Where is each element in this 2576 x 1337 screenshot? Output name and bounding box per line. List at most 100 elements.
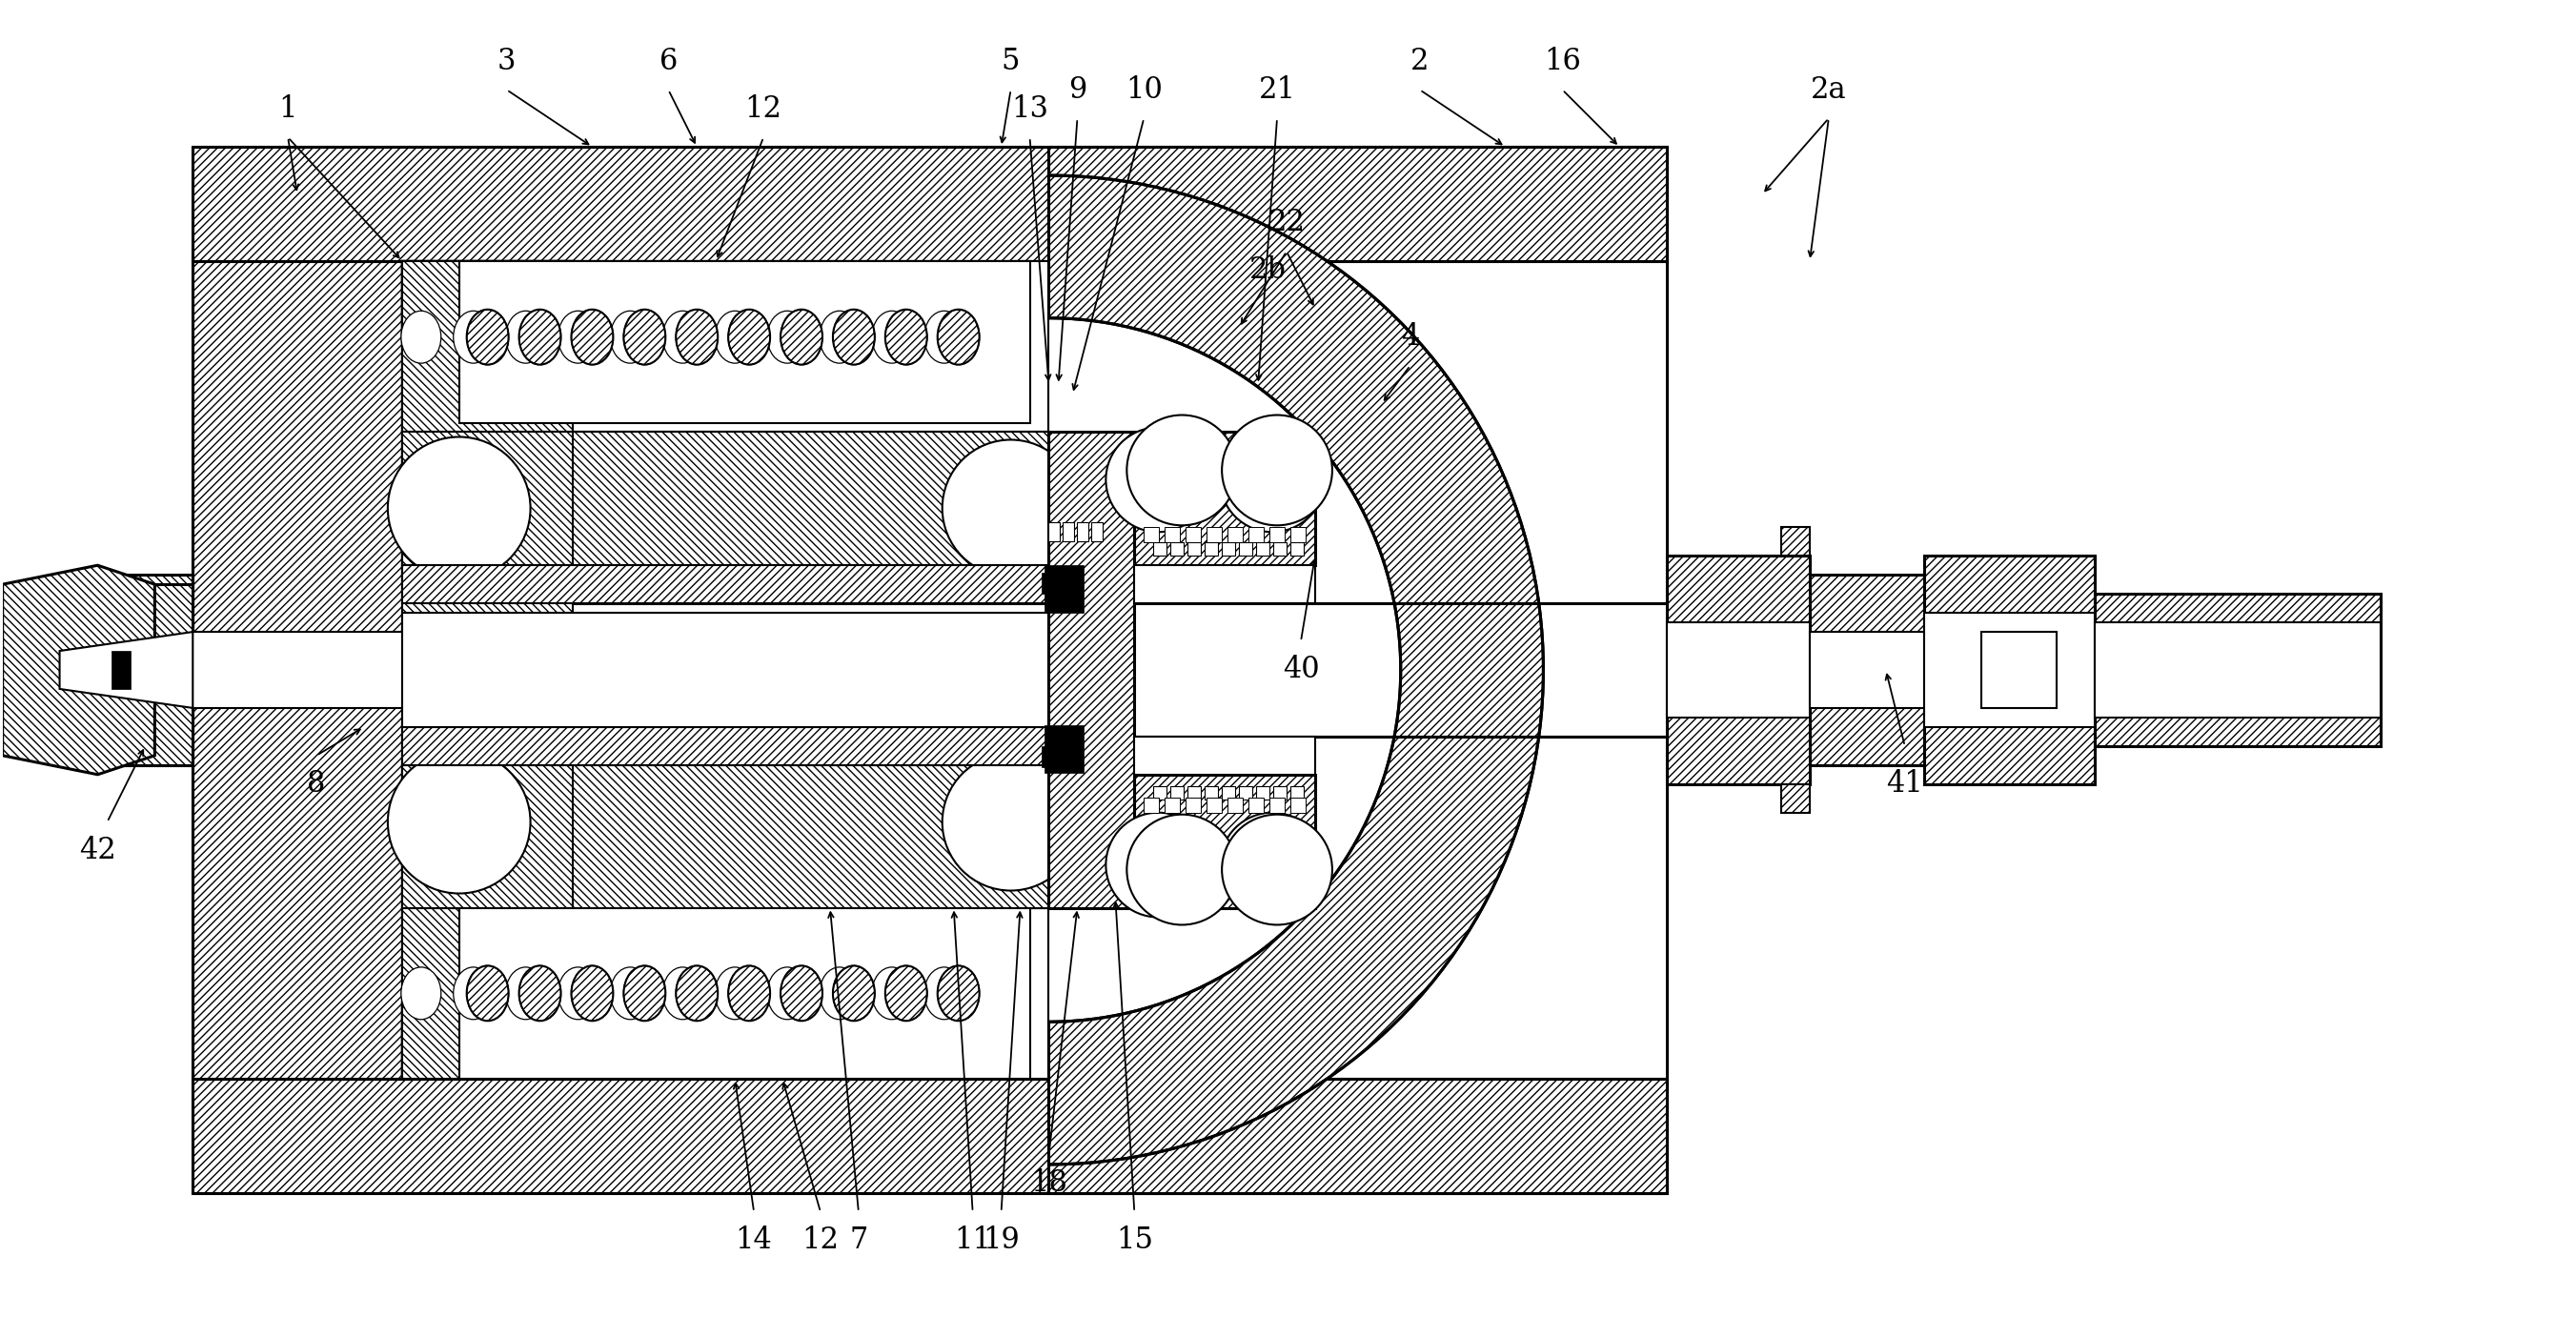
Polygon shape — [1048, 1079, 1667, 1193]
Text: 42: 42 — [80, 836, 116, 865]
Ellipse shape — [559, 967, 598, 1019]
Ellipse shape — [886, 309, 927, 365]
Bar — [193, 147, 1667, 261]
Bar — [1780, 783, 1811, 813]
Polygon shape — [3, 566, 155, 774]
Polygon shape — [1048, 175, 1543, 1165]
Bar — [1273, 543, 1285, 556]
Polygon shape — [402, 261, 574, 432]
Bar — [1273, 786, 1285, 800]
Polygon shape — [402, 908, 1048, 1079]
Bar — [1291, 543, 1303, 556]
Circle shape — [389, 437, 531, 579]
Polygon shape — [402, 737, 1048, 908]
Polygon shape — [2094, 622, 2380, 718]
Ellipse shape — [675, 309, 719, 365]
Polygon shape — [459, 261, 1030, 422]
Circle shape — [943, 440, 1079, 576]
Text: 16: 16 — [1543, 47, 1582, 76]
Bar — [1154, 543, 1167, 556]
Bar — [402, 261, 1048, 432]
Polygon shape — [1667, 622, 1811, 718]
Polygon shape — [402, 727, 1048, 765]
Polygon shape — [1048, 432, 1133, 908]
Bar — [1270, 797, 1285, 813]
Polygon shape — [402, 765, 1048, 908]
Ellipse shape — [466, 965, 507, 1021]
Ellipse shape — [729, 965, 770, 1021]
Bar — [1249, 797, 1265, 813]
Bar — [1780, 527, 1811, 556]
Ellipse shape — [623, 965, 665, 1021]
Ellipse shape — [572, 309, 613, 365]
Ellipse shape — [886, 965, 927, 1021]
Polygon shape — [1133, 432, 1316, 566]
Bar — [1257, 786, 1270, 800]
Bar — [1041, 746, 1064, 767]
Bar — [1291, 797, 1306, 813]
Text: 6: 6 — [659, 47, 677, 76]
Bar — [1092, 523, 1103, 541]
Polygon shape — [1981, 632, 2058, 709]
Bar — [402, 908, 1048, 1079]
Bar — [1270, 527, 1285, 543]
Ellipse shape — [768, 312, 806, 364]
Text: 2: 2 — [1412, 47, 1430, 76]
Bar — [1144, 797, 1159, 813]
Bar — [1291, 786, 1303, 800]
Polygon shape — [1133, 566, 1316, 603]
Bar — [1229, 797, 1242, 813]
Text: 13: 13 — [1012, 94, 1048, 123]
Bar — [1041, 574, 1064, 594]
Ellipse shape — [466, 309, 507, 365]
Bar — [1206, 797, 1221, 813]
Bar — [1048, 523, 1061, 541]
Text: 40: 40 — [1283, 655, 1319, 685]
Text: 18: 18 — [1030, 1169, 1066, 1198]
Polygon shape — [402, 432, 1048, 603]
Bar — [1221, 543, 1236, 556]
Ellipse shape — [675, 965, 719, 1021]
Circle shape — [1221, 814, 1332, 925]
Text: 2a: 2a — [1811, 75, 1847, 104]
Bar — [1164, 527, 1180, 543]
Ellipse shape — [518, 309, 562, 365]
Text: 21: 21 — [1260, 75, 1296, 104]
Text: 3: 3 — [497, 47, 515, 76]
Polygon shape — [402, 261, 574, 642]
Polygon shape — [1924, 612, 2094, 727]
Circle shape — [1105, 813, 1211, 917]
Polygon shape — [402, 432, 574, 566]
Text: 12: 12 — [801, 1226, 840, 1255]
Bar — [1257, 543, 1270, 556]
Polygon shape — [193, 632, 402, 709]
Ellipse shape — [572, 965, 613, 1021]
Text: 7: 7 — [850, 1226, 868, 1255]
Polygon shape — [402, 651, 574, 689]
Ellipse shape — [925, 967, 963, 1019]
Circle shape — [1221, 428, 1324, 532]
Text: 19: 19 — [984, 1226, 1020, 1255]
Bar — [111, 651, 131, 689]
Ellipse shape — [623, 309, 665, 365]
Ellipse shape — [819, 312, 860, 364]
Bar — [1206, 527, 1221, 543]
Polygon shape — [402, 261, 574, 337]
Text: 11: 11 — [953, 1226, 992, 1255]
Circle shape — [1126, 414, 1236, 525]
Ellipse shape — [819, 967, 860, 1019]
Polygon shape — [402, 566, 1048, 603]
Polygon shape — [402, 765, 574, 908]
Text: 41: 41 — [1886, 769, 1924, 798]
Bar — [1154, 786, 1167, 800]
Text: 10: 10 — [1126, 75, 1162, 104]
Polygon shape — [402, 261, 1048, 432]
Bar — [1291, 527, 1306, 543]
Text: 2b: 2b — [1249, 255, 1285, 285]
Ellipse shape — [716, 967, 755, 1019]
Ellipse shape — [925, 312, 963, 364]
Bar — [1064, 523, 1074, 541]
Ellipse shape — [832, 965, 876, 1021]
Ellipse shape — [871, 312, 912, 364]
Ellipse shape — [781, 965, 822, 1021]
